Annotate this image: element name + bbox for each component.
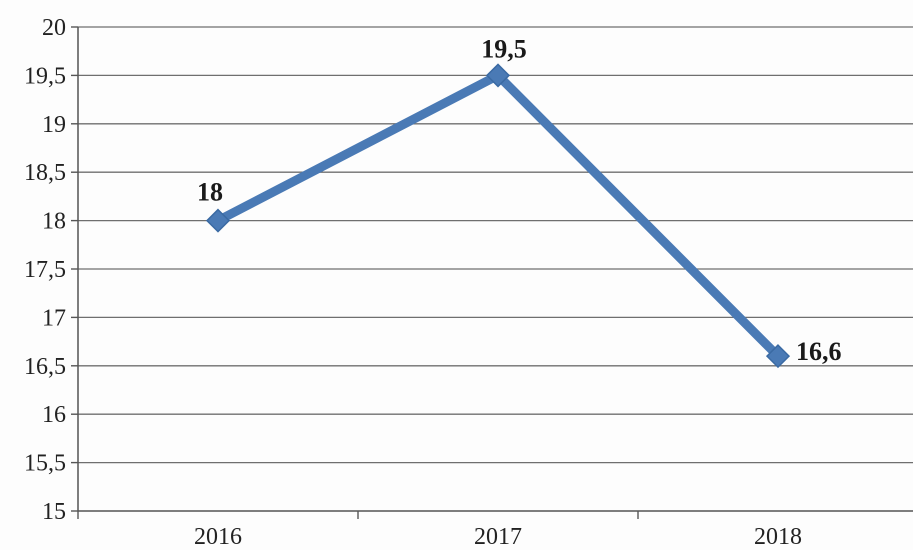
- gridlines: [78, 26, 913, 464]
- series-line-path: [213, 70, 783, 361]
- data-labels: 18 19,5 16,6: [197, 34, 842, 366]
- y-tick-label: 17,5: [24, 257, 66, 283]
- y-axis-ticks: 15 15,5 16 16,5 17 17,5 18 18,5 19 19,5 20: [24, 15, 78, 525]
- y-tick-label: 19: [42, 112, 66, 138]
- data-point-marker: [765, 344, 791, 369]
- data-label: 16,6: [796, 337, 842, 366]
- y-tick-label: 20: [42, 15, 66, 41]
- x-tick-label: 2016: [194, 524, 242, 550]
- y-tick-label: 16: [42, 402, 66, 428]
- y-tick-label: 18: [42, 209, 66, 235]
- y-tick-label: 15,5: [24, 451, 66, 477]
- y-tick-label: 18,5: [24, 160, 66, 186]
- x-tick-label: 2017: [474, 524, 522, 550]
- series-line: [213, 70, 783, 361]
- series-markers: [205, 63, 791, 369]
- y-tick-label: 17: [42, 305, 66, 331]
- data-label: 19,5: [481, 34, 527, 63]
- y-tick-label: 16,5: [24, 354, 66, 380]
- x-tick-label: 2018: [754, 524, 802, 550]
- data-label: 18: [197, 178, 223, 207]
- y-tick-label: 15: [42, 499, 66, 525]
- data-point-marker: [485, 63, 511, 88]
- data-point-marker: [205, 208, 231, 233]
- x-axis-ticks: 2016 2017 2018: [77, 511, 802, 550]
- y-tick-label: 19,5: [24, 63, 66, 89]
